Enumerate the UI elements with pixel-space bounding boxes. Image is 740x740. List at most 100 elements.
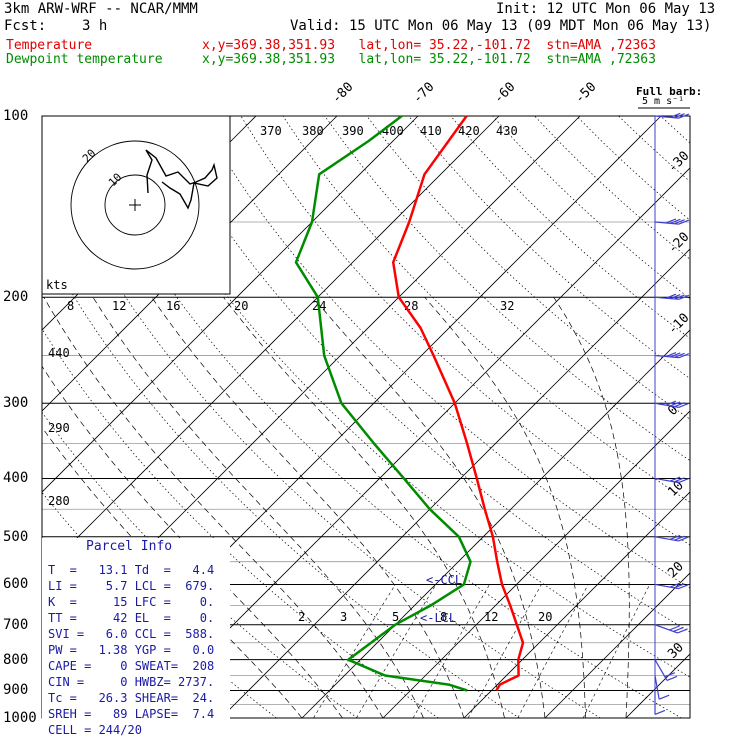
isotherm-label: -30 — [665, 149, 692, 176]
dry-adiabat — [42, 239, 520, 718]
wind-barb-flag — [677, 628, 688, 634]
moist-adiabat — [43, 297, 384, 718]
pressure-label: 600 — [3, 576, 29, 593]
mixing-ratio-line — [467, 584, 542, 718]
model-title: 3km ARW-WRF -- NCAR/MMM — [4, 1, 198, 17]
wind-barb-flag — [674, 477, 685, 483]
wind-barb-flag — [669, 534, 681, 541]
speed-label: 20 — [234, 299, 248, 313]
isotherm-label: -60 — [491, 80, 518, 107]
moist-adiabat — [151, 297, 465, 718]
wind-barb-flag — [669, 582, 681, 588]
pressure-label: 400 — [3, 470, 29, 487]
dewpoint-location: x,y=369.38,351.93 lat,lon= 35.22,-101.72… — [202, 52, 656, 67]
isotherm-line — [301, 329, 690, 718]
parcel-row: TT = 42 EL = 0. — [48, 611, 215, 625]
theta-label: 430 — [496, 124, 518, 138]
isotherm-line — [707, 116, 740, 718]
pressure-label: 800 — [3, 651, 29, 668]
mixing-ratio-label: 2 — [298, 610, 305, 624]
isotherm-line — [382, 410, 690, 718]
plot-border — [41, 115, 691, 719]
wind-barb-flag — [665, 351, 677, 358]
theta-label: 420 — [458, 124, 480, 138]
wind-barb-flag — [669, 401, 681, 407]
pressure-label: 500 — [3, 528, 29, 545]
dry-adiabat — [702, 116, 740, 718]
wind-barb-flag — [674, 352, 685, 358]
lcl-annotation: <-LCL — [420, 611, 456, 625]
speed-label: 32 — [500, 299, 514, 313]
theta-label: 380 — [302, 124, 324, 138]
isotherm-label: -70 — [410, 80, 437, 107]
hodograph-ring — [70, 140, 200, 270]
ccl-annotation: <-CCL — [426, 573, 462, 587]
moist-adiabat — [92, 297, 424, 718]
moist-adiabat — [424, 296, 586, 718]
dry-adiabat — [576, 116, 690, 221]
parcel-info-panel: Parcel Info T = 13.1 Td = 4.4 LI = 5.7 L… — [42, 538, 230, 737]
wind-barb-flag — [678, 113, 690, 119]
dry-adiabat — [660, 116, 690, 144]
isotherm-label: -80 — [329, 80, 356, 107]
speed-label: 8 — [67, 299, 74, 313]
wind-barb-flag — [678, 402, 689, 408]
parcel-row: CELL = 244/20 — [48, 723, 142, 737]
wind-barb-flag — [664, 672, 676, 678]
wind-barb-flag — [674, 113, 685, 119]
wind-barb-flag — [669, 625, 680, 631]
mixing-ratio-label: 12 — [484, 610, 498, 624]
dry-adiabat — [324, 116, 690, 461]
wind-barb-flag — [674, 219, 685, 225]
mixing-ratio-line — [412, 584, 490, 718]
dewpoint-label: Dewpoint temperature — [6, 52, 163, 67]
parcel-row: LI = 5.7 LCL = 679. — [48, 579, 215, 593]
wind-barb-flag — [658, 694, 670, 700]
mixing-ratio-line — [313, 584, 396, 718]
dry-adiabat — [450, 116, 690, 339]
wind-barb-flag — [670, 112, 681, 118]
mixing-ratio-line — [517, 584, 589, 718]
init-time: Init: 12 UTC Mon 06 May 13 — [496, 1, 716, 17]
wind-barb-flag — [665, 218, 677, 224]
wind-barb — [654, 675, 660, 700]
speed-label: 16 — [166, 299, 180, 313]
parcel-info-title: Parcel Info — [86, 539, 173, 554]
isotherm-line — [42, 116, 338, 412]
mixing-ratio-label: 5 — [392, 610, 399, 624]
wind-barb-flag — [674, 535, 685, 541]
dry-adiabat — [492, 116, 690, 300]
barb-legend-title: Full barb: — [636, 85, 702, 98]
pressure-label: 200 — [3, 289, 29, 306]
pressure-label: 1000 — [3, 710, 37, 726]
wind-barb-flag — [674, 583, 685, 589]
isotherm-line — [463, 491, 690, 718]
wind-barb-flag — [670, 218, 681, 224]
isotherm-line — [42, 116, 500, 574]
pressure-label: 300 — [3, 395, 29, 412]
isotherm-line — [544, 572, 690, 718]
wind-barb-flag — [665, 293, 677, 299]
fcst-label: Fcst: — [4, 18, 47, 34]
wind-barb-flag — [678, 536, 689, 542]
theta-label: 370 — [260, 124, 282, 138]
moist-adiabat — [312, 296, 546, 718]
wind-barb-flag — [665, 400, 677, 406]
hodograph-trace — [145, 149, 218, 210]
dry-adiabat — [42, 142, 601, 718]
moist-adiabat — [42, 365, 343, 718]
theta-label: 400 — [382, 124, 404, 138]
mixing-ratio-line — [582, 584, 651, 718]
temperature-location: x,y=369.38,351.93 lat,lon= 35.22,-101.72… — [202, 38, 656, 53]
wind-barb-flag — [678, 353, 690, 359]
wind-barb-flag — [674, 294, 685, 300]
dry-adiabat — [156, 116, 690, 633]
mixing-ratio-line — [356, 584, 437, 718]
wind-barb-flag — [678, 478, 689, 484]
theta-label: 280 — [48, 494, 70, 508]
wind-barb-flag — [654, 709, 666, 716]
wind-barb-flag — [678, 584, 689, 590]
pressure-label: 900 — [3, 682, 29, 699]
parcel-row: SREH = 89 LAPSE= 7.4 — [48, 707, 215, 721]
isotherm-label: 30 — [665, 640, 687, 662]
